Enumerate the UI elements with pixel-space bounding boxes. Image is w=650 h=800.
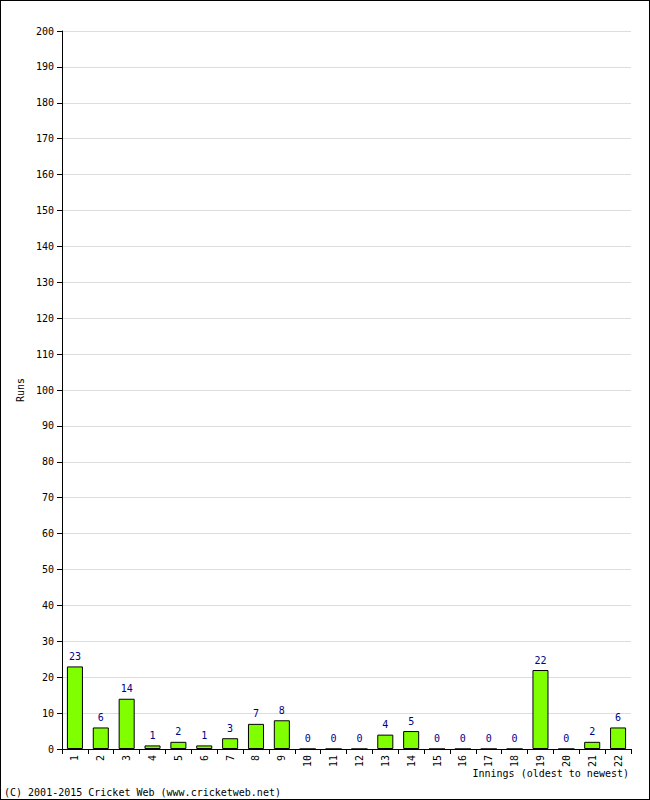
svg-text:2: 2 xyxy=(175,726,181,737)
svg-text:8: 8 xyxy=(250,755,261,761)
svg-text:17: 17 xyxy=(483,755,494,767)
svg-text:Runs: Runs xyxy=(15,378,26,402)
svg-text:140: 140 xyxy=(36,241,54,252)
svg-text:10: 10 xyxy=(302,755,313,767)
svg-text:6: 6 xyxy=(615,712,621,723)
svg-text:10: 10 xyxy=(42,708,54,719)
svg-text:180: 180 xyxy=(36,97,54,108)
svg-text:0: 0 xyxy=(563,733,569,744)
svg-text:60: 60 xyxy=(42,528,54,539)
svg-text:7: 7 xyxy=(253,708,259,719)
svg-text:30: 30 xyxy=(42,636,54,647)
svg-text:9: 9 xyxy=(276,755,287,761)
svg-text:0: 0 xyxy=(356,733,362,744)
svg-text:21: 21 xyxy=(587,755,598,767)
svg-text:0: 0 xyxy=(486,733,492,744)
svg-text:19: 19 xyxy=(535,755,546,767)
svg-text:0: 0 xyxy=(331,733,337,744)
svg-text:5: 5 xyxy=(173,755,184,761)
svg-text:110: 110 xyxy=(36,349,54,360)
svg-text:22: 22 xyxy=(613,755,624,767)
svg-text:1: 1 xyxy=(150,730,156,741)
svg-text:14: 14 xyxy=(406,755,417,767)
svg-text:1: 1 xyxy=(201,730,207,741)
svg-text:70: 70 xyxy=(42,492,54,503)
svg-text:3: 3 xyxy=(121,755,132,761)
svg-text:0: 0 xyxy=(512,733,518,744)
svg-text:0: 0 xyxy=(434,733,440,744)
svg-text:16: 16 xyxy=(457,755,468,767)
svg-text:4: 4 xyxy=(147,755,158,761)
svg-text:130: 130 xyxy=(36,277,54,288)
svg-text:1: 1 xyxy=(69,755,80,761)
svg-text:90: 90 xyxy=(42,420,54,431)
svg-text:7: 7 xyxy=(225,755,236,761)
svg-text:8: 8 xyxy=(279,705,285,716)
svg-text:190: 190 xyxy=(36,61,54,72)
svg-text:Innings (oldest to newest): Innings (oldest to newest) xyxy=(472,768,629,779)
svg-text:11: 11 xyxy=(328,755,339,767)
svg-text:50: 50 xyxy=(42,564,54,575)
svg-text:160: 160 xyxy=(36,169,54,180)
svg-text:4: 4 xyxy=(382,719,388,730)
svg-text:0: 0 xyxy=(460,733,466,744)
svg-text:22: 22 xyxy=(534,655,546,666)
svg-text:23: 23 xyxy=(69,651,81,662)
svg-text:200: 200 xyxy=(36,26,54,37)
svg-text:100: 100 xyxy=(36,385,54,396)
svg-text:(C) 2001-2015 Cricket Web (www: (C) 2001-2015 Cricket Web (www.cricketwe… xyxy=(4,787,281,798)
svg-text:18: 18 xyxy=(509,755,520,767)
svg-text:120: 120 xyxy=(36,313,54,324)
svg-text:170: 170 xyxy=(36,133,54,144)
svg-text:80: 80 xyxy=(42,456,54,467)
svg-text:20: 20 xyxy=(561,755,572,767)
svg-text:12: 12 xyxy=(354,755,365,767)
svg-text:0: 0 xyxy=(305,733,311,744)
svg-text:6: 6 xyxy=(199,755,210,761)
svg-text:20: 20 xyxy=(42,672,54,683)
svg-text:15: 15 xyxy=(432,755,443,767)
svg-text:13: 13 xyxy=(380,755,391,767)
svg-text:40: 40 xyxy=(42,600,54,611)
svg-text:150: 150 xyxy=(36,205,54,216)
svg-text:5: 5 xyxy=(408,716,414,727)
svg-text:14: 14 xyxy=(121,683,133,694)
svg-text:6: 6 xyxy=(98,712,104,723)
svg-text:2: 2 xyxy=(589,726,595,737)
svg-text:3: 3 xyxy=(227,723,233,734)
svg-text:2: 2 xyxy=(95,755,106,761)
svg-text:0: 0 xyxy=(48,744,54,755)
